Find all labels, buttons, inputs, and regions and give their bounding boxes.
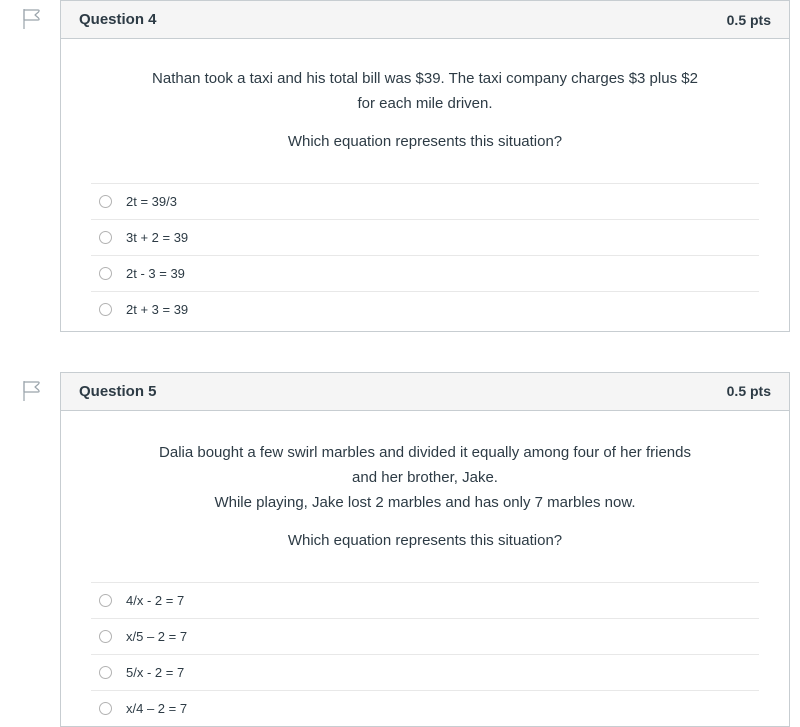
answer-text: 2t = 39/3 [126,194,177,209]
answer-option[interactable]: 2t - 3 = 39 [91,256,759,292]
question-body: Dalia bought a few swirl marbles and div… [61,411,789,726]
flag-icon[interactable] [21,379,43,403]
answer-text: x/4 – 2 = 7 [126,701,187,716]
prompt-line: Which equation represents this situation… [91,130,759,153]
answer-option[interactable]: x/5 – 2 = 7 [91,619,759,655]
answer-text: 2t - 3 = 39 [126,266,185,281]
answer-list: 4/x - 2 = 7 x/5 – 2 = 7 5/x - 2 = 7 x/4 … [91,582,759,726]
radio-input[interactable] [99,666,112,679]
question-header: Question 5 0.5 pts [61,373,789,411]
question-points: 0.5 pts [727,12,771,28]
radio-input[interactable] [99,630,112,643]
answer-option[interactable]: 4/x - 2 = 7 [91,583,759,619]
prompt-line: While playing, Jake lost 2 marbles and h… [91,491,759,514]
question-prompt: Nathan took a taxi and his total bill wa… [91,67,759,153]
radio-input[interactable] [99,702,112,715]
question-prompt: Dalia bought a few swirl marbles and div… [91,441,759,552]
question-body: Nathan took a taxi and his total bill wa… [61,39,789,331]
prompt-line: Nathan took a taxi and his total bill wa… [91,67,759,90]
answer-text: 2t + 3 = 39 [126,302,188,317]
radio-input[interactable] [99,195,112,208]
answer-option[interactable]: 5/x - 2 = 7 [91,655,759,691]
radio-input[interactable] [99,594,112,607]
question-block-4: Question 4 0.5 pts Nathan took a taxi an… [60,0,790,332]
question-block-5: Question 5 0.5 pts Dalia bought a few sw… [60,372,790,727]
prompt-line: and her brother, Jake. [91,466,759,489]
answer-text: x/5 – 2 = 7 [126,629,187,644]
prompt-line: for each mile driven. [91,92,759,115]
question-title: Question 4 [79,11,157,28]
radio-input[interactable] [99,267,112,280]
question-header: Question 4 0.5 pts [61,1,789,39]
answer-option[interactable]: 2t = 39/3 [91,184,759,220]
prompt-line: Dalia bought a few swirl marbles and div… [91,441,759,464]
answer-option[interactable]: 3t + 2 = 39 [91,220,759,256]
answer-option[interactable]: x/4 – 2 = 7 [91,691,759,726]
question-title: Question 5 [79,383,157,400]
prompt-line: Which equation represents this situation… [91,529,759,552]
question-points: 0.5 pts [727,383,771,399]
quiz-page: Question 4 0.5 pts Nathan took a taxi an… [0,0,800,727]
answer-text: 3t + 2 = 39 [126,230,188,245]
radio-input[interactable] [99,231,112,244]
flag-icon[interactable] [21,7,43,31]
answer-text: 5/x - 2 = 7 [126,665,184,680]
answer-option[interactable]: 2t + 3 = 39 [91,292,759,331]
answer-list: 2t = 39/3 3t + 2 = 39 2t - 3 = 39 2t + 3… [91,183,759,331]
answer-text: 4/x - 2 = 7 [126,593,184,608]
radio-input[interactable] [99,303,112,316]
